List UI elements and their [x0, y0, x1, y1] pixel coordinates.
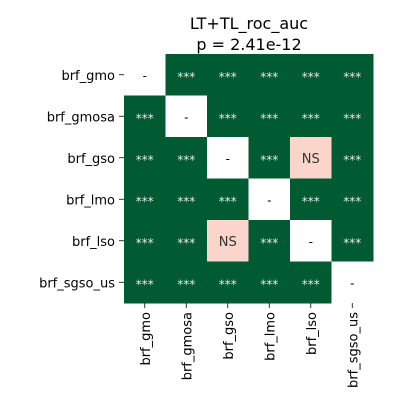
cell-label: ***	[302, 194, 320, 208]
heatmap-cell	[290, 220, 332, 262]
heatmap-cell	[248, 54, 291, 96]
heatmap-cell	[290, 137, 332, 179]
cell-label: ***	[219, 111, 237, 125]
cell-label: NS	[219, 235, 237, 250]
cell-label: -	[309, 235, 313, 249]
x-tick-label: brf_gmo	[139, 312, 154, 366]
axis-labels: brf_gmobrf_gmosabrf_gsobrf_lmobrf_lsobrf…	[39, 69, 361, 388]
heatmap-cells: - *** *** *** *** *** *** - *** *** *** *** *** *** - *…	[124, 54, 374, 304]
cell-label: ***	[343, 194, 361, 208]
heatmap-cell	[248, 261, 291, 304]
cell-label: ***	[177, 194, 195, 208]
cell-label: ***	[177, 153, 195, 167]
y-tick-label: brf_sgso_us	[39, 276, 115, 291]
cell-label: ***	[302, 277, 320, 291]
y-tick-label: brf_gso	[67, 152, 115, 167]
y-tick-label: brf_lmo	[66, 193, 115, 208]
x-tick-label: brf_gso	[222, 312, 237, 360]
chart-title: LT+TL_roc_auc	[190, 14, 308, 34]
heatmap-cell	[290, 54, 332, 96]
cell-label: ***	[177, 70, 195, 84]
heatmap-cell	[124, 54, 166, 96]
cell-label: ***	[136, 111, 154, 125]
x-tick-label: brf_gmosa	[180, 312, 195, 380]
cell-label: ***	[177, 236, 195, 250]
heatmap-cell	[124, 95, 166, 138]
x-tick-label: brf_lso	[305, 312, 320, 355]
cell-label: ***	[136, 194, 154, 208]
heatmap-cell	[124, 178, 166, 221]
heatmap-cell	[207, 95, 249, 138]
heatmap-cell	[207, 178, 249, 221]
heatmap-cell	[331, 137, 374, 179]
heatmap-cell	[207, 54, 249, 96]
heatmap-cell	[331, 54, 374, 96]
cell-label: ***	[302, 111, 320, 125]
heatmap-cell	[290, 178, 332, 221]
cell-label: ***	[136, 277, 154, 291]
cell-label: -	[226, 152, 230, 166]
heatmap-cell	[248, 178, 291, 221]
chart-subtitle: p = 2.41e-12	[196, 35, 301, 54]
heatmap-cell	[248, 137, 291, 179]
heatmap-cell	[165, 261, 208, 304]
heatmap-cell	[124, 137, 166, 179]
cell-label: ***	[136, 153, 154, 167]
x-tick-label: brf_lmo	[263, 312, 278, 361]
cell-label: ***	[343, 153, 361, 167]
heatmap-cell	[207, 261, 249, 304]
cell-label: ***	[343, 70, 361, 84]
cell-label: ***	[260, 236, 278, 250]
heatmap-cell	[331, 178, 374, 221]
heatmap-cell	[165, 54, 208, 96]
heatmap-cell	[331, 220, 374, 262]
heatmap-cell	[331, 261, 374, 304]
cell-label: ***	[219, 277, 237, 291]
cell-label: ***	[219, 194, 237, 208]
cell-label: -	[143, 69, 147, 83]
cell-label: ***	[260, 277, 278, 291]
x-tick-label: brf_sgso_us	[346, 312, 361, 388]
heatmap-cell	[207, 137, 249, 179]
heatmap-cell	[248, 95, 291, 138]
heatmap-cell	[165, 95, 208, 138]
heatmap-cell	[124, 261, 166, 304]
cell-label: ***	[219, 70, 237, 84]
cell-label: -	[350, 276, 354, 290]
heatmap-cell	[207, 220, 249, 262]
y-tick-label: brf_gmosa	[47, 110, 115, 125]
cell-label: ***	[302, 70, 320, 84]
y-tick-label: brf_gmo	[61, 69, 115, 84]
cell-label: ***	[260, 111, 278, 125]
cell-label: -	[267, 193, 271, 207]
heatmap-cell	[124, 220, 166, 262]
heatmap-cell	[165, 178, 208, 221]
heatmap-cell	[331, 95, 374, 138]
heatmap-cell	[290, 95, 332, 138]
cell-label: ***	[177, 277, 195, 291]
cell-label: ***	[343, 111, 361, 125]
cell-label: ***	[260, 70, 278, 84]
cell-label: ***	[136, 236, 154, 250]
cell-label: ***	[343, 236, 361, 250]
heatmap-cell	[165, 137, 208, 179]
heatmap-cell	[248, 220, 291, 262]
cell-label: NS	[302, 152, 320, 167]
cell-label: ***	[260, 153, 278, 167]
heatmap-cell	[165, 220, 208, 262]
cell-label: -	[184, 110, 188, 124]
y-tick-label: brf_lso	[72, 235, 115, 250]
heatmap-cell	[290, 261, 332, 304]
